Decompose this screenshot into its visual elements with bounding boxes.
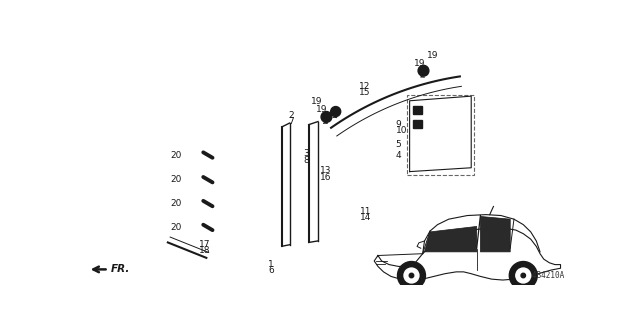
- Text: 8: 8: [303, 156, 309, 164]
- Polygon shape: [424, 227, 477, 252]
- Text: 20: 20: [170, 151, 182, 160]
- Circle shape: [418, 65, 429, 76]
- Text: 19: 19: [311, 97, 323, 106]
- Text: 3: 3: [303, 149, 309, 158]
- Text: 13: 13: [320, 166, 332, 175]
- Bar: [406, 95, 474, 175]
- Circle shape: [321, 112, 332, 122]
- Text: 20: 20: [170, 199, 182, 208]
- Text: TWA4B4210A: TWA4B4210A: [519, 271, 565, 280]
- Text: 2: 2: [288, 111, 294, 120]
- Circle shape: [409, 273, 413, 278]
- Text: 11: 11: [360, 207, 372, 216]
- Text: 1: 1: [268, 260, 274, 269]
- Text: 20: 20: [170, 222, 182, 232]
- Polygon shape: [481, 216, 510, 252]
- Text: 4: 4: [396, 151, 401, 160]
- Text: 10: 10: [396, 126, 407, 135]
- Text: 9: 9: [396, 120, 401, 129]
- Text: 19: 19: [427, 51, 438, 60]
- Circle shape: [397, 261, 426, 290]
- Circle shape: [331, 107, 340, 116]
- Text: 18: 18: [198, 246, 210, 255]
- Text: FR.: FR.: [111, 264, 130, 274]
- Circle shape: [521, 273, 525, 278]
- Text: 19: 19: [414, 59, 426, 68]
- Text: 6: 6: [268, 267, 274, 276]
- Text: 16: 16: [320, 172, 332, 181]
- Bar: [413, 120, 422, 128]
- Text: 14: 14: [360, 213, 372, 222]
- Text: 15: 15: [359, 88, 371, 97]
- Text: 7: 7: [288, 117, 294, 126]
- Text: 5: 5: [396, 140, 401, 149]
- Circle shape: [516, 268, 531, 283]
- Text: 17: 17: [198, 240, 210, 249]
- Text: 19: 19: [316, 105, 328, 114]
- Text: 20: 20: [170, 175, 182, 184]
- Circle shape: [509, 261, 537, 290]
- Circle shape: [404, 268, 419, 283]
- Text: 12: 12: [359, 82, 370, 91]
- Bar: [413, 106, 422, 114]
